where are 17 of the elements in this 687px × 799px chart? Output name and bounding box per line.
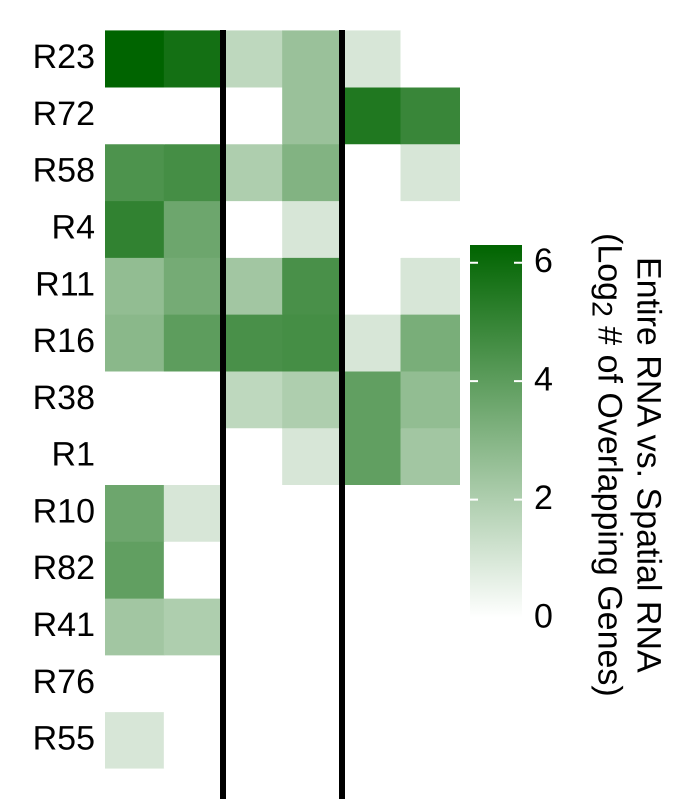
y-tick-label: R41 xyxy=(32,606,95,644)
y-tick-label: R4 xyxy=(52,208,95,247)
y-tick-label: R82 xyxy=(32,549,95,588)
y-tick-label: R10 xyxy=(32,492,95,530)
color-bar-label: 6 xyxy=(534,242,553,280)
y-tick-label: R72 xyxy=(32,94,95,133)
y-tick-label: R16 xyxy=(32,322,95,360)
color-bar-label: 4 xyxy=(534,360,553,399)
y-tick-label: R58 xyxy=(32,152,95,190)
y-tick-label: R38 xyxy=(32,378,95,417)
y-tick-label: R11 xyxy=(35,265,95,304)
color-bar-label: 0 xyxy=(534,597,553,636)
color-bar-label: 2 xyxy=(534,478,553,517)
y-tick-label: R23 xyxy=(32,38,95,76)
y-tick-label: R55 xyxy=(32,720,95,758)
y-tick-label: R1 xyxy=(52,436,95,474)
y-tick-label: R76 xyxy=(32,662,95,701)
